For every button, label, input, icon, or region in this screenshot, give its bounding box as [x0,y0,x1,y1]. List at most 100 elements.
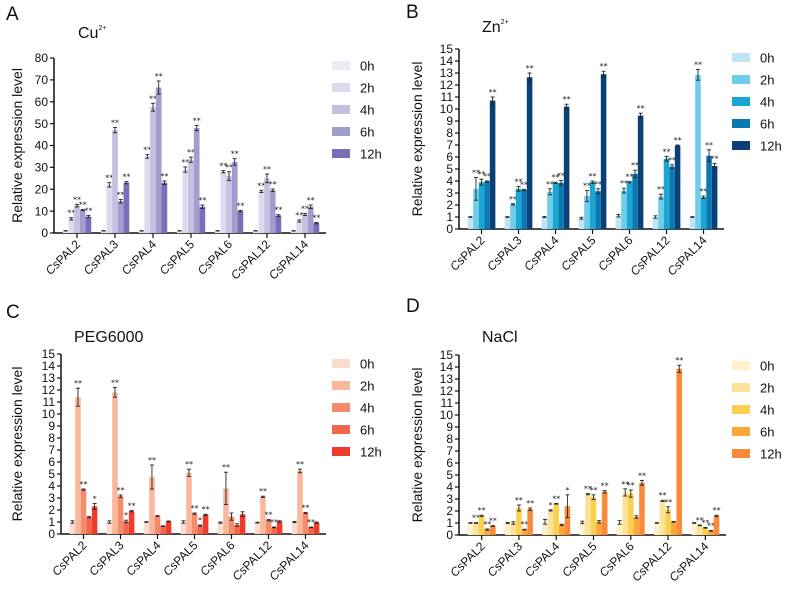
significance-label: ** [668,156,676,165]
significance-label: ** [526,64,534,73]
significance-label: ** [557,171,565,180]
y-tick-label: 8 [48,431,55,445]
bar-4h [80,489,87,534]
legend-label: 12h [360,147,382,162]
bar-0h [654,523,660,535]
significance-label: ** [483,172,491,181]
legend-label: 6h [360,423,374,438]
bar-6h [197,525,203,534]
significance-label: ** [626,173,634,182]
x-tick-label: CsPAL2 [49,538,90,579]
bar-2h [149,477,155,534]
significance-label: ** [515,496,523,505]
y-tick-label: 2 [446,504,453,518]
bar-2h [220,171,227,233]
bar-6h [484,529,491,535]
bar-0h [180,522,187,534]
chart-title: Cu2+ [78,25,106,42]
bar-4h [553,503,560,535]
bar-12h [527,509,533,535]
bar-2h [75,397,81,534]
legend-swatch-4h [332,403,350,412]
bar-0h [252,230,259,233]
panel-d: D NaCl Relative expression level 0 1 2 3 4 5 6 7 8 9… [400,298,796,596]
chart-title: PEG6000 [74,329,143,346]
bar-0h [143,522,150,534]
bar-4h [478,182,485,229]
bar-12h [489,100,496,229]
significance-label: ** [600,62,608,71]
significance-label: ** [584,485,592,494]
y-axis-label: Relative expression level [409,368,425,523]
bar-0h [615,215,622,229]
legend-label: 4h [760,95,774,110]
significance-label: ** [191,504,199,513]
x-tick-label: CsPAL4 [522,539,563,580]
legend-label: 12h [760,447,782,462]
significance-label: * [198,516,202,525]
legend-swatch-12h [732,449,750,458]
y-tick-label: 3 [446,492,453,506]
panel-a: A Cu2+ Relative expression level 0 10 20 30 40 5… [0,0,398,298]
bar-12h [276,521,283,534]
legend-label: 12h [360,445,382,460]
bar-4h [74,205,80,233]
title-superscript: 2+ [98,25,106,32]
x-tick-label: CsPAL2 [447,539,488,580]
significance-label: ** [259,487,267,496]
significance-label: ** [301,204,309,213]
significance-label: ** [295,211,303,220]
y-tick-label: 1 [48,515,55,529]
bar-6h [521,529,528,535]
significance-label: ** [73,195,81,204]
significance-label: ** [700,187,708,196]
x-tick-label: CsPAL14 [664,233,709,278]
y-tick-label: 7 [446,138,453,152]
bar-2h [659,500,666,535]
bar-0h [541,217,548,229]
y-tick-label: 15 [42,347,56,361]
y-tick-label: 5 [446,162,453,176]
y-tick-label: 20 [35,182,49,196]
significance-label: ** [193,116,201,125]
significance-label: ** [111,379,119,388]
y-tick-label: 8 [446,432,453,446]
y-tick-label: 70 [35,73,49,87]
bar-0h [689,217,696,229]
bar-4h [516,508,522,535]
bar-2h [547,510,554,535]
significance-label: ** [160,172,168,181]
bar-2h [223,488,229,534]
bar-6h [632,173,638,229]
significance-label: ** [675,356,683,365]
bar-12h [637,115,644,229]
bar-6h [269,190,276,233]
x-tick-label: CsPAL12 [627,233,672,278]
bar-12h [161,182,168,233]
significance-label: ** [705,141,713,150]
bar-12h [199,206,206,233]
bar-2h [622,492,628,535]
panel-letter: C [6,302,20,323]
y-tick-label: 6 [48,455,55,469]
bar-6h [521,190,527,229]
significance-label: ** [148,456,156,465]
legend-swatch-12h [732,141,750,150]
significance-label: ** [552,173,560,182]
y-tick-label: 7 [48,443,55,457]
significance-label: ** [105,174,113,183]
x-tick-label: CsPAL4 [521,233,562,274]
panel-letter: A [6,4,19,25]
bar-6h [79,210,86,233]
significance-label: ** [583,182,591,191]
bar-6h [160,526,166,534]
y-tick-label: 10 [35,204,49,218]
bar-0h [579,522,586,535]
bar-0h [616,522,623,535]
bar-4h [552,182,559,229]
bar-2h [584,196,590,229]
legend-label: 4h [360,103,374,118]
y-tick-label: 6 [446,150,453,164]
y-tick-label: 0 [41,226,48,240]
